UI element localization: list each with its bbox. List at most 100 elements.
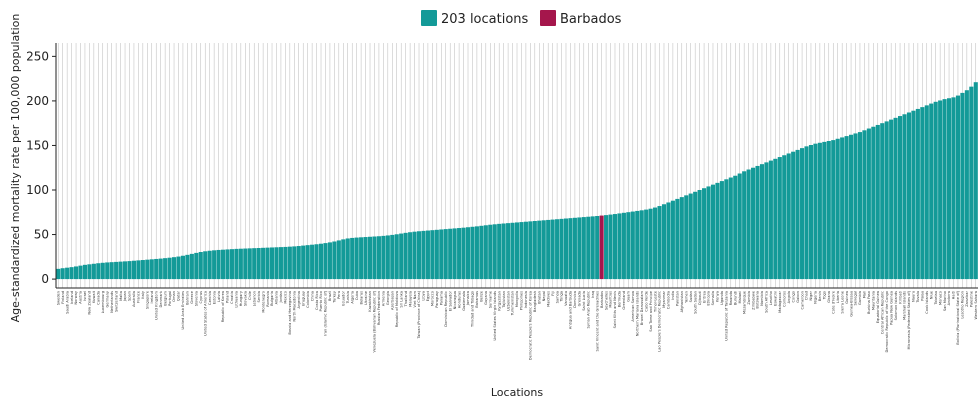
- bar[interactable]: [675, 198, 680, 280]
- bar[interactable]: [639, 210, 644, 280]
- bar[interactable]: [964, 90, 969, 280]
- bar[interactable]: [305, 245, 310, 280]
- bar[interactable]: [501, 223, 506, 280]
- bar[interactable]: [310, 244, 315, 280]
- bar[interactable]: [91, 263, 96, 280]
- bar[interactable]: [773, 158, 778, 280]
- bar[interactable]: [679, 197, 684, 280]
- bar[interactable]: [577, 217, 582, 280]
- bar[interactable]: [644, 209, 649, 280]
- bar[interactable]: [920, 107, 925, 280]
- bar[interactable]: [376, 236, 381, 280]
- bar[interactable]: [127, 261, 132, 280]
- bar[interactable]: [635, 210, 640, 280]
- bar[interactable]: [630, 211, 635, 280]
- bar[interactable]: [653, 207, 658, 280]
- bar[interactable]: [555, 219, 560, 280]
- bar[interactable]: [875, 124, 880, 280]
- bar[interactable]: [617, 213, 622, 280]
- bar[interactable]: [78, 265, 83, 280]
- bar[interactable]: [381, 235, 386, 280]
- bar[interactable]: [657, 206, 662, 280]
- bar[interactable]: [791, 151, 796, 280]
- bar[interactable]: [318, 243, 324, 280]
- bar[interactable]: [336, 240, 341, 280]
- bar[interactable]: [345, 238, 350, 280]
- bar[interactable]: [559, 218, 564, 280]
- bar[interactable]: [688, 193, 693, 280]
- bar[interactable]: [719, 181, 724, 280]
- bar[interactable]: [782, 155, 787, 280]
- bar[interactable]: [915, 108, 920, 280]
- bar[interactable]: [546, 219, 551, 280]
- bar[interactable]: [902, 114, 907, 280]
- bar[interactable]: [457, 228, 462, 280]
- bar[interactable]: [265, 247, 270, 280]
- bar[interactable]: [621, 212, 626, 280]
- bar[interactable]: [261, 247, 266, 280]
- bar[interactable]: [528, 221, 533, 280]
- bar[interactable]: [532, 221, 537, 280]
- bar[interactable]: [87, 264, 92, 280]
- bar[interactable]: [82, 264, 88, 280]
- bar[interactable]: [733, 175, 738, 280]
- bar[interactable]: [728, 177, 733, 280]
- bar[interactable]: [394, 234, 399, 280]
- bar[interactable]: [399, 233, 404, 280]
- bar[interactable]: [154, 258, 159, 280]
- bar[interactable]: [604, 215, 609, 280]
- legend-item-highlight[interactable]: Barbados: [540, 10, 622, 27]
- bar[interactable]: [973, 82, 978, 280]
- bar[interactable]: [537, 220, 542, 280]
- bar[interactable]: [105, 262, 110, 280]
- bar[interactable]: [808, 145, 814, 280]
- bar[interactable]: [581, 217, 586, 280]
- bar[interactable]: [149, 259, 154, 280]
- bar[interactable]: [786, 153, 791, 280]
- bar[interactable]: [359, 237, 364, 280]
- bar[interactable]: [670, 200, 675, 280]
- bar[interactable]: [194, 252, 199, 280]
- bar[interactable]: [586, 216, 591, 280]
- bar[interactable]: [367, 236, 373, 280]
- bar[interactable]: [866, 128, 871, 280]
- bar[interactable]: [247, 248, 252, 280]
- bar[interactable]: [817, 142, 822, 280]
- bar[interactable]: [203, 251, 208, 280]
- bar[interactable]: [626, 212, 631, 280]
- bar[interactable]: [840, 137, 845, 280]
- bar[interactable]: [131, 260, 136, 280]
- bar[interactable]: [831, 140, 836, 280]
- bar[interactable]: [465, 227, 471, 280]
- bar[interactable]: [795, 149, 800, 280]
- bar[interactable]: [857, 132, 863, 280]
- bar[interactable]: [474, 226, 479, 280]
- bar[interactable]: [568, 218, 573, 280]
- bar[interactable]: [421, 230, 426, 280]
- bar[interactable]: [278, 247, 283, 280]
- bar[interactable]: [595, 216, 600, 280]
- bar[interactable]: [314, 244, 319, 280]
- bar[interactable]: [220, 249, 226, 280]
- bar[interactable]: [759, 164, 765, 280]
- bar[interactable]: [884, 121, 889, 280]
- bar[interactable]: [198, 252, 203, 280]
- bar[interactable]: [448, 228, 453, 280]
- bar[interactable]: [497, 223, 502, 280]
- bar[interactable]: [69, 267, 74, 280]
- bar[interactable]: [933, 101, 938, 280]
- bar[interactable]: [924, 105, 929, 280]
- bar[interactable]: [844, 136, 849, 280]
- bar[interactable]: [862, 130, 867, 280]
- bar[interactable]: [296, 246, 301, 280]
- bar[interactable]: [461, 227, 466, 280]
- bar[interactable]: [439, 229, 444, 280]
- bar-highlight[interactable]: [599, 215, 604, 280]
- bar[interactable]: [590, 216, 595, 280]
- bar[interactable]: [216, 249, 221, 280]
- bar[interactable]: [684, 195, 689, 280]
- bar[interactable]: [323, 243, 328, 280]
- bar[interactable]: [661, 204, 667, 280]
- bar[interactable]: [666, 202, 671, 280]
- bar[interactable]: [56, 268, 61, 280]
